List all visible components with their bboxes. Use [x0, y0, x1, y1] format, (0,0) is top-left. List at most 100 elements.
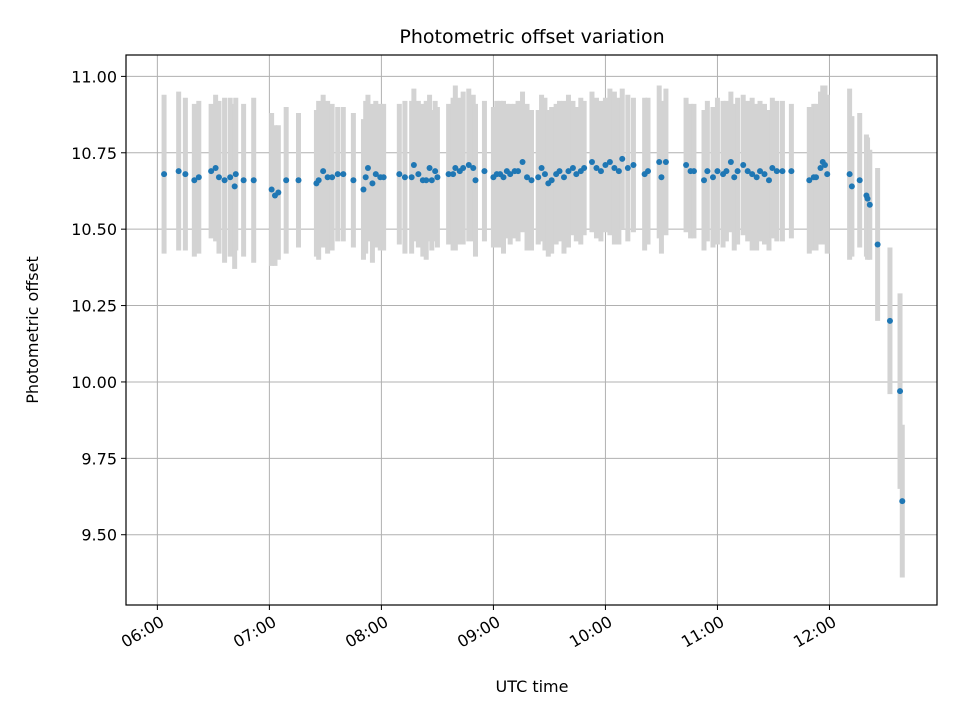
data-point [401, 174, 408, 181]
data-point [565, 168, 572, 175]
data-point [472, 177, 479, 184]
data-point [761, 171, 768, 178]
data-point [569, 165, 576, 172]
data-point [396, 171, 403, 178]
data-point [215, 174, 222, 181]
data-point [410, 162, 417, 168]
data-point [806, 177, 813, 184]
data-point [597, 168, 604, 175]
data-point [182, 171, 189, 178]
data-point [611, 165, 618, 172]
data-point [372, 171, 379, 178]
data-point [744, 168, 751, 175]
data-point [195, 174, 202, 181]
data-point [340, 171, 347, 178]
data-point [749, 171, 756, 178]
data-point [573, 171, 580, 178]
data-point [548, 177, 555, 184]
data-point [538, 165, 545, 172]
data-point [701, 177, 708, 184]
data-point [615, 168, 622, 175]
y-axis-ticks: 9.50 9.75 10.00 10.25 10.50 10.75 11.00 [71, 67, 126, 545]
data-point [434, 174, 441, 181]
data-point [221, 177, 228, 184]
data-point [624, 165, 631, 172]
data-point [658, 174, 665, 181]
data-point [231, 183, 238, 190]
data-point [644, 168, 651, 175]
data-point [757, 168, 764, 175]
data-point [602, 162, 609, 168]
data-point [329, 174, 336, 181]
y-tick-label: 11.00 [71, 67, 117, 86]
data-point [765, 177, 772, 184]
data-point [364, 165, 371, 172]
y-tick-label: 10.25 [71, 297, 117, 316]
data-point [524, 174, 531, 181]
data-point [535, 174, 542, 181]
y-tick-label: 10.75 [71, 144, 117, 163]
data-point [470, 165, 477, 172]
data-point [556, 168, 563, 175]
data-point [821, 162, 828, 168]
x-axis-title: UTC time [496, 677, 569, 696]
data-point [662, 158, 669, 165]
data-point [874, 241, 881, 248]
data-points [161, 155, 906, 505]
data-point [690, 168, 697, 175]
data-point [452, 165, 459, 172]
data-point [283, 177, 290, 184]
data-point [714, 168, 721, 175]
data-point [212, 165, 219, 172]
data-point [320, 168, 327, 175]
data-point [232, 171, 239, 178]
data-point [727, 158, 734, 165]
data-point [619, 155, 626, 162]
data-point [731, 174, 738, 181]
data-point [161, 171, 168, 178]
data-point [886, 317, 893, 324]
data-point [360, 186, 367, 193]
data-point [588, 158, 595, 165]
data-point [899, 498, 906, 505]
y-tick-label: 10.00 [71, 373, 117, 392]
data-point [753, 174, 760, 181]
data-point [208, 168, 215, 175]
data-point [275, 189, 282, 196]
data-point [769, 165, 776, 172]
y-tick-label: 10.50 [71, 220, 117, 239]
data-point [817, 165, 824, 172]
plot-frame [125, 54, 938, 606]
y-tick-label: 9.75 [81, 449, 117, 468]
data-point [846, 171, 853, 178]
data-point [593, 165, 600, 172]
data-point [656, 158, 663, 165]
y-axis-title: Photometric offset [23, 256, 42, 404]
data-point [856, 177, 863, 184]
data-point [773, 168, 780, 175]
data-point [541, 171, 548, 178]
data-point [734, 168, 741, 175]
data-point [460, 165, 467, 172]
data-point [227, 174, 234, 181]
data-point [481, 168, 488, 175]
data-point [315, 177, 322, 184]
data-point [191, 177, 198, 184]
chart-title: Photometric offset variation [399, 26, 664, 48]
data-point [683, 162, 690, 168]
data-point [334, 171, 341, 178]
data-point [445, 171, 452, 178]
data-point [428, 177, 435, 184]
data-point [515, 168, 522, 175]
data-point [432, 168, 439, 175]
data-point [423, 177, 430, 184]
data-point [848, 183, 855, 190]
data-point [740, 162, 747, 168]
data-point [519, 158, 526, 165]
data-point [426, 165, 433, 172]
data-point [380, 174, 387, 181]
data-point [864, 195, 871, 202]
data-point [897, 388, 904, 395]
data-point [824, 171, 831, 178]
